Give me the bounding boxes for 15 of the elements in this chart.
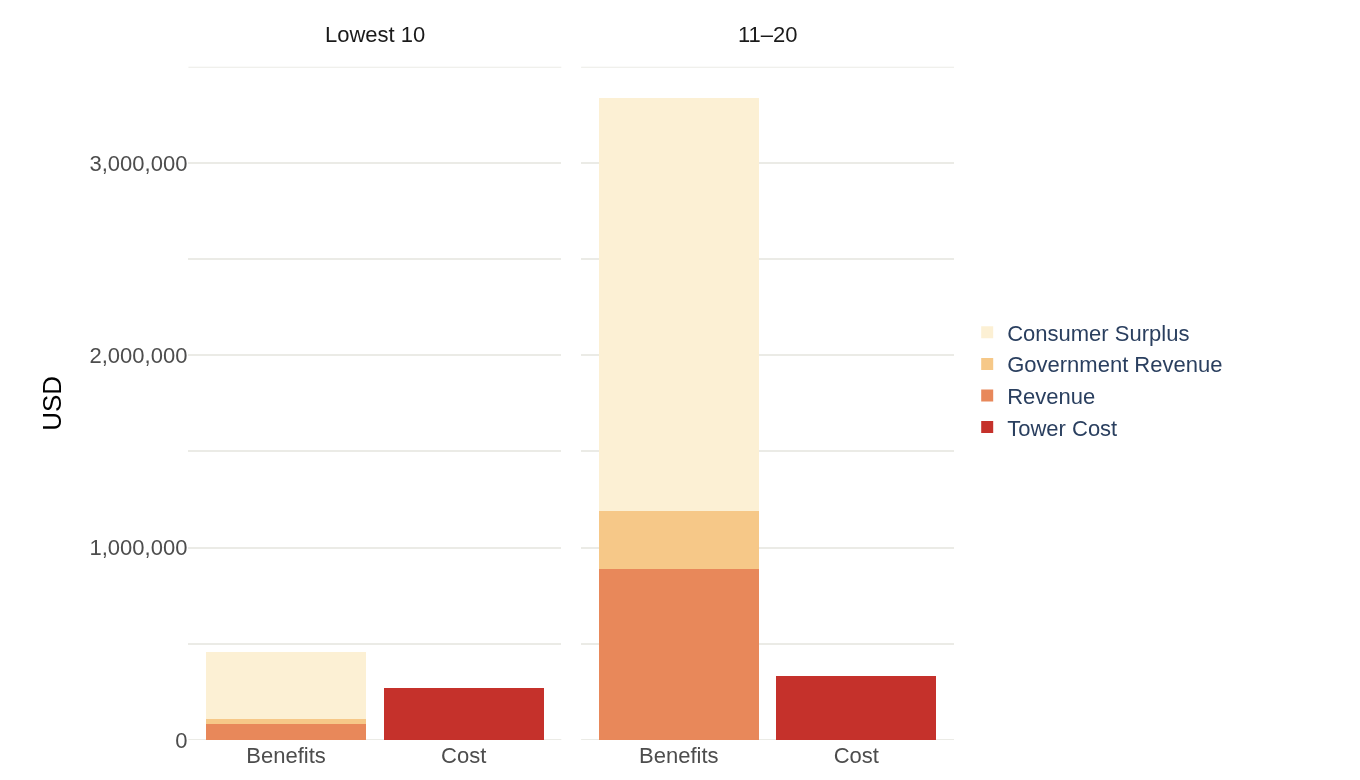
legend-label: Revenue bbox=[1007, 384, 1096, 410]
x-tick-label: Cost bbox=[441, 743, 487, 768]
legend-label: Consumer Surplus bbox=[1007, 320, 1190, 346]
y-tick-label: 0 bbox=[175, 727, 188, 753]
x-tick-label: Cost bbox=[833, 743, 879, 768]
x-tick-label: Benefits bbox=[246, 743, 326, 768]
legend-label: Tower Cost bbox=[1007, 415, 1118, 441]
legend-label: Government Revenue bbox=[1007, 352, 1223, 378]
y-tick-label: 1,000,000 bbox=[89, 535, 188, 561]
chart-title: Lowest 10 bbox=[325, 22, 426, 47]
y-tick-label: 3,000,000 bbox=[89, 150, 188, 176]
chart-title: 11–20 bbox=[738, 22, 798, 47]
y-tick-label: 2,000,000 bbox=[89, 343, 188, 369]
x-tick-label: Benefits bbox=[639, 743, 719, 768]
y-axis-title: USD bbox=[36, 375, 67, 431]
